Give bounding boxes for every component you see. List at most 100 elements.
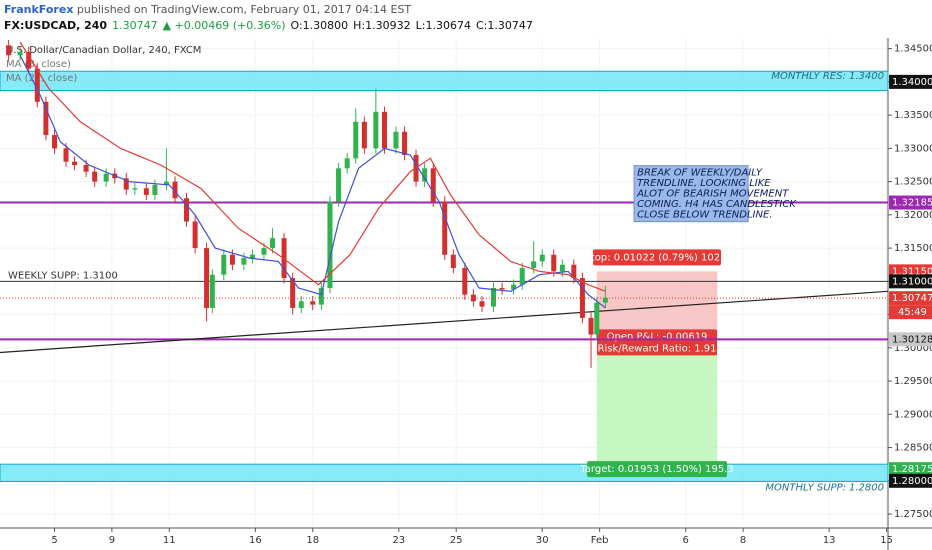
- price-tag-label: 1.31150: [892, 266, 932, 277]
- change: ▲ +0.00469 (+0.36%): [162, 19, 286, 32]
- price-tag: [889, 195, 932, 210]
- candle-body: [602, 297, 608, 303]
- y-tick-label: 1.33500: [894, 110, 932, 121]
- candle-body: [152, 184, 158, 195]
- countdown: 45:49: [898, 307, 927, 318]
- candle-body: [442, 201, 448, 255]
- x-tick-label: 25: [450, 535, 463, 546]
- level-label: WEEKLY SUPP: 1.3100: [8, 270, 118, 281]
- candle-body: [551, 254, 557, 272]
- price-tag-label: 1.28175: [892, 464, 932, 475]
- x-tick-label: 8: [740, 535, 746, 546]
- candle-body: [34, 68, 40, 102]
- y-tick-label: 1.29500: [894, 376, 932, 387]
- y-tick-label: 1.32500: [894, 177, 932, 188]
- stop-label-box: [593, 249, 722, 266]
- y-tick-label: 1.27500: [894, 509, 932, 520]
- x-tick-label: 6: [683, 535, 689, 546]
- candle-body: [261, 248, 267, 255]
- ma-line: [19, 55, 606, 309]
- candle-body: [373, 111, 379, 149]
- candle-body: [310, 301, 316, 305]
- candle-body: [43, 101, 49, 136]
- x-tick-label: 23: [392, 535, 405, 546]
- x-tick-label: Feb: [591, 535, 609, 546]
- legend: U.S. Dollar/Canadian Dollar, 240, FXCM MA…: [6, 45, 201, 84]
- reward-zone: [596, 339, 718, 470]
- candle-body: [26, 51, 32, 69]
- candle-body: [430, 168, 436, 202]
- price-tag: [889, 473, 932, 488]
- candle-body: [490, 287, 496, 307]
- price-tag-label: 1.34000: [892, 77, 932, 88]
- candle-body: [393, 131, 399, 149]
- close: C:1.30747: [475, 19, 533, 32]
- target-label-box: [587, 461, 728, 478]
- legend-entry: MA (8, close): [6, 59, 71, 70]
- candle-body: [209, 274, 215, 308]
- candle-body: [163, 181, 169, 185]
- rr-label: Risk/Reward Ratio: 1.91: [598, 343, 717, 354]
- symbol: FX:USDCAD, 240: [4, 19, 108, 32]
- candle-body: [143, 188, 149, 195]
- target-label: Target: 0.01953 (1.50%) 195.3: [579, 464, 733, 475]
- x-tick-label: 13: [823, 535, 836, 546]
- candle-body: [402, 131, 408, 156]
- trendline: [0, 290, 889, 354]
- author: FrankForex: [4, 3, 74, 16]
- candle-body: [192, 221, 198, 249]
- candle-body: [229, 254, 235, 265]
- price-tag-label: 1.31000: [892, 276, 932, 287]
- x-tick-label: 18: [306, 535, 319, 546]
- candle-body: [103, 173, 109, 182]
- candle-body: [221, 254, 227, 275]
- candle-body: [479, 301, 485, 307]
- price-tag: [889, 74, 932, 89]
- note-text: ALOT OF BEARISH MOVEMENT: [636, 189, 789, 200]
- header: FrankForex published on TradingView.com,…: [0, 0, 932, 38]
- candle-body: [470, 294, 476, 302]
- candle-body: [571, 264, 577, 279]
- open: O:1.30800: [290, 19, 349, 32]
- candle-body: [132, 188, 138, 190]
- candle-body: [241, 258, 247, 265]
- candle-body: [17, 51, 23, 56]
- price-tag-label: 1.28000: [892, 476, 932, 487]
- candle-body: [123, 178, 129, 190]
- low: L:1.30674: [415, 19, 471, 32]
- note-text: CLOSE BELOW TRENDLINE.: [637, 210, 772, 221]
- x-tick-label: 30: [536, 535, 549, 546]
- y-tick-label: 1.30000: [894, 343, 932, 354]
- stop-label: Stop: 0.01022 (0.79%) 102.2: [584, 252, 729, 263]
- candle-body: [270, 238, 276, 249]
- candle-body: [499, 287, 505, 290]
- candle-body: [539, 254, 545, 262]
- candle-body: [361, 121, 367, 149]
- risk-zone: [596, 271, 718, 340]
- last-price: 1.30747: [112, 19, 158, 32]
- y-tick-label: 1.34500: [894, 44, 932, 55]
- candle-body: [52, 135, 58, 149]
- zone-label: MONTHLY SUPP: 1.2800: [765, 482, 884, 493]
- price-tag: [889, 274, 932, 289]
- symbol-line: FX:USDCAD, 240 1.30747 ▲ +0.00469 (+0.36%)…: [4, 19, 538, 32]
- candle-body: [290, 278, 296, 308]
- candle-body: [422, 168, 428, 182]
- candle-body: [588, 317, 594, 335]
- x-tick-label: 9: [109, 535, 115, 546]
- candle-body: [531, 261, 537, 269]
- candle-body: [336, 168, 342, 202]
- y-tick-label: 1.32000: [894, 210, 932, 221]
- candle-body: [450, 254, 456, 269]
- countdown-box: [889, 305, 932, 320]
- legend-entry: MA (21, close): [6, 73, 77, 84]
- candle-body: [204, 248, 210, 308]
- y-tick-label: 1.29000: [894, 409, 932, 420]
- note-text: TRENDLINE, LOOKING LIKE: [637, 178, 771, 189]
- candle-body: [92, 171, 98, 182]
- publish-info: published on TradingView.com, February 0…: [76, 3, 412, 16]
- high: H:1.30932: [353, 19, 411, 32]
- candle-body: [249, 254, 255, 259]
- x-tick-label: 16: [249, 535, 262, 546]
